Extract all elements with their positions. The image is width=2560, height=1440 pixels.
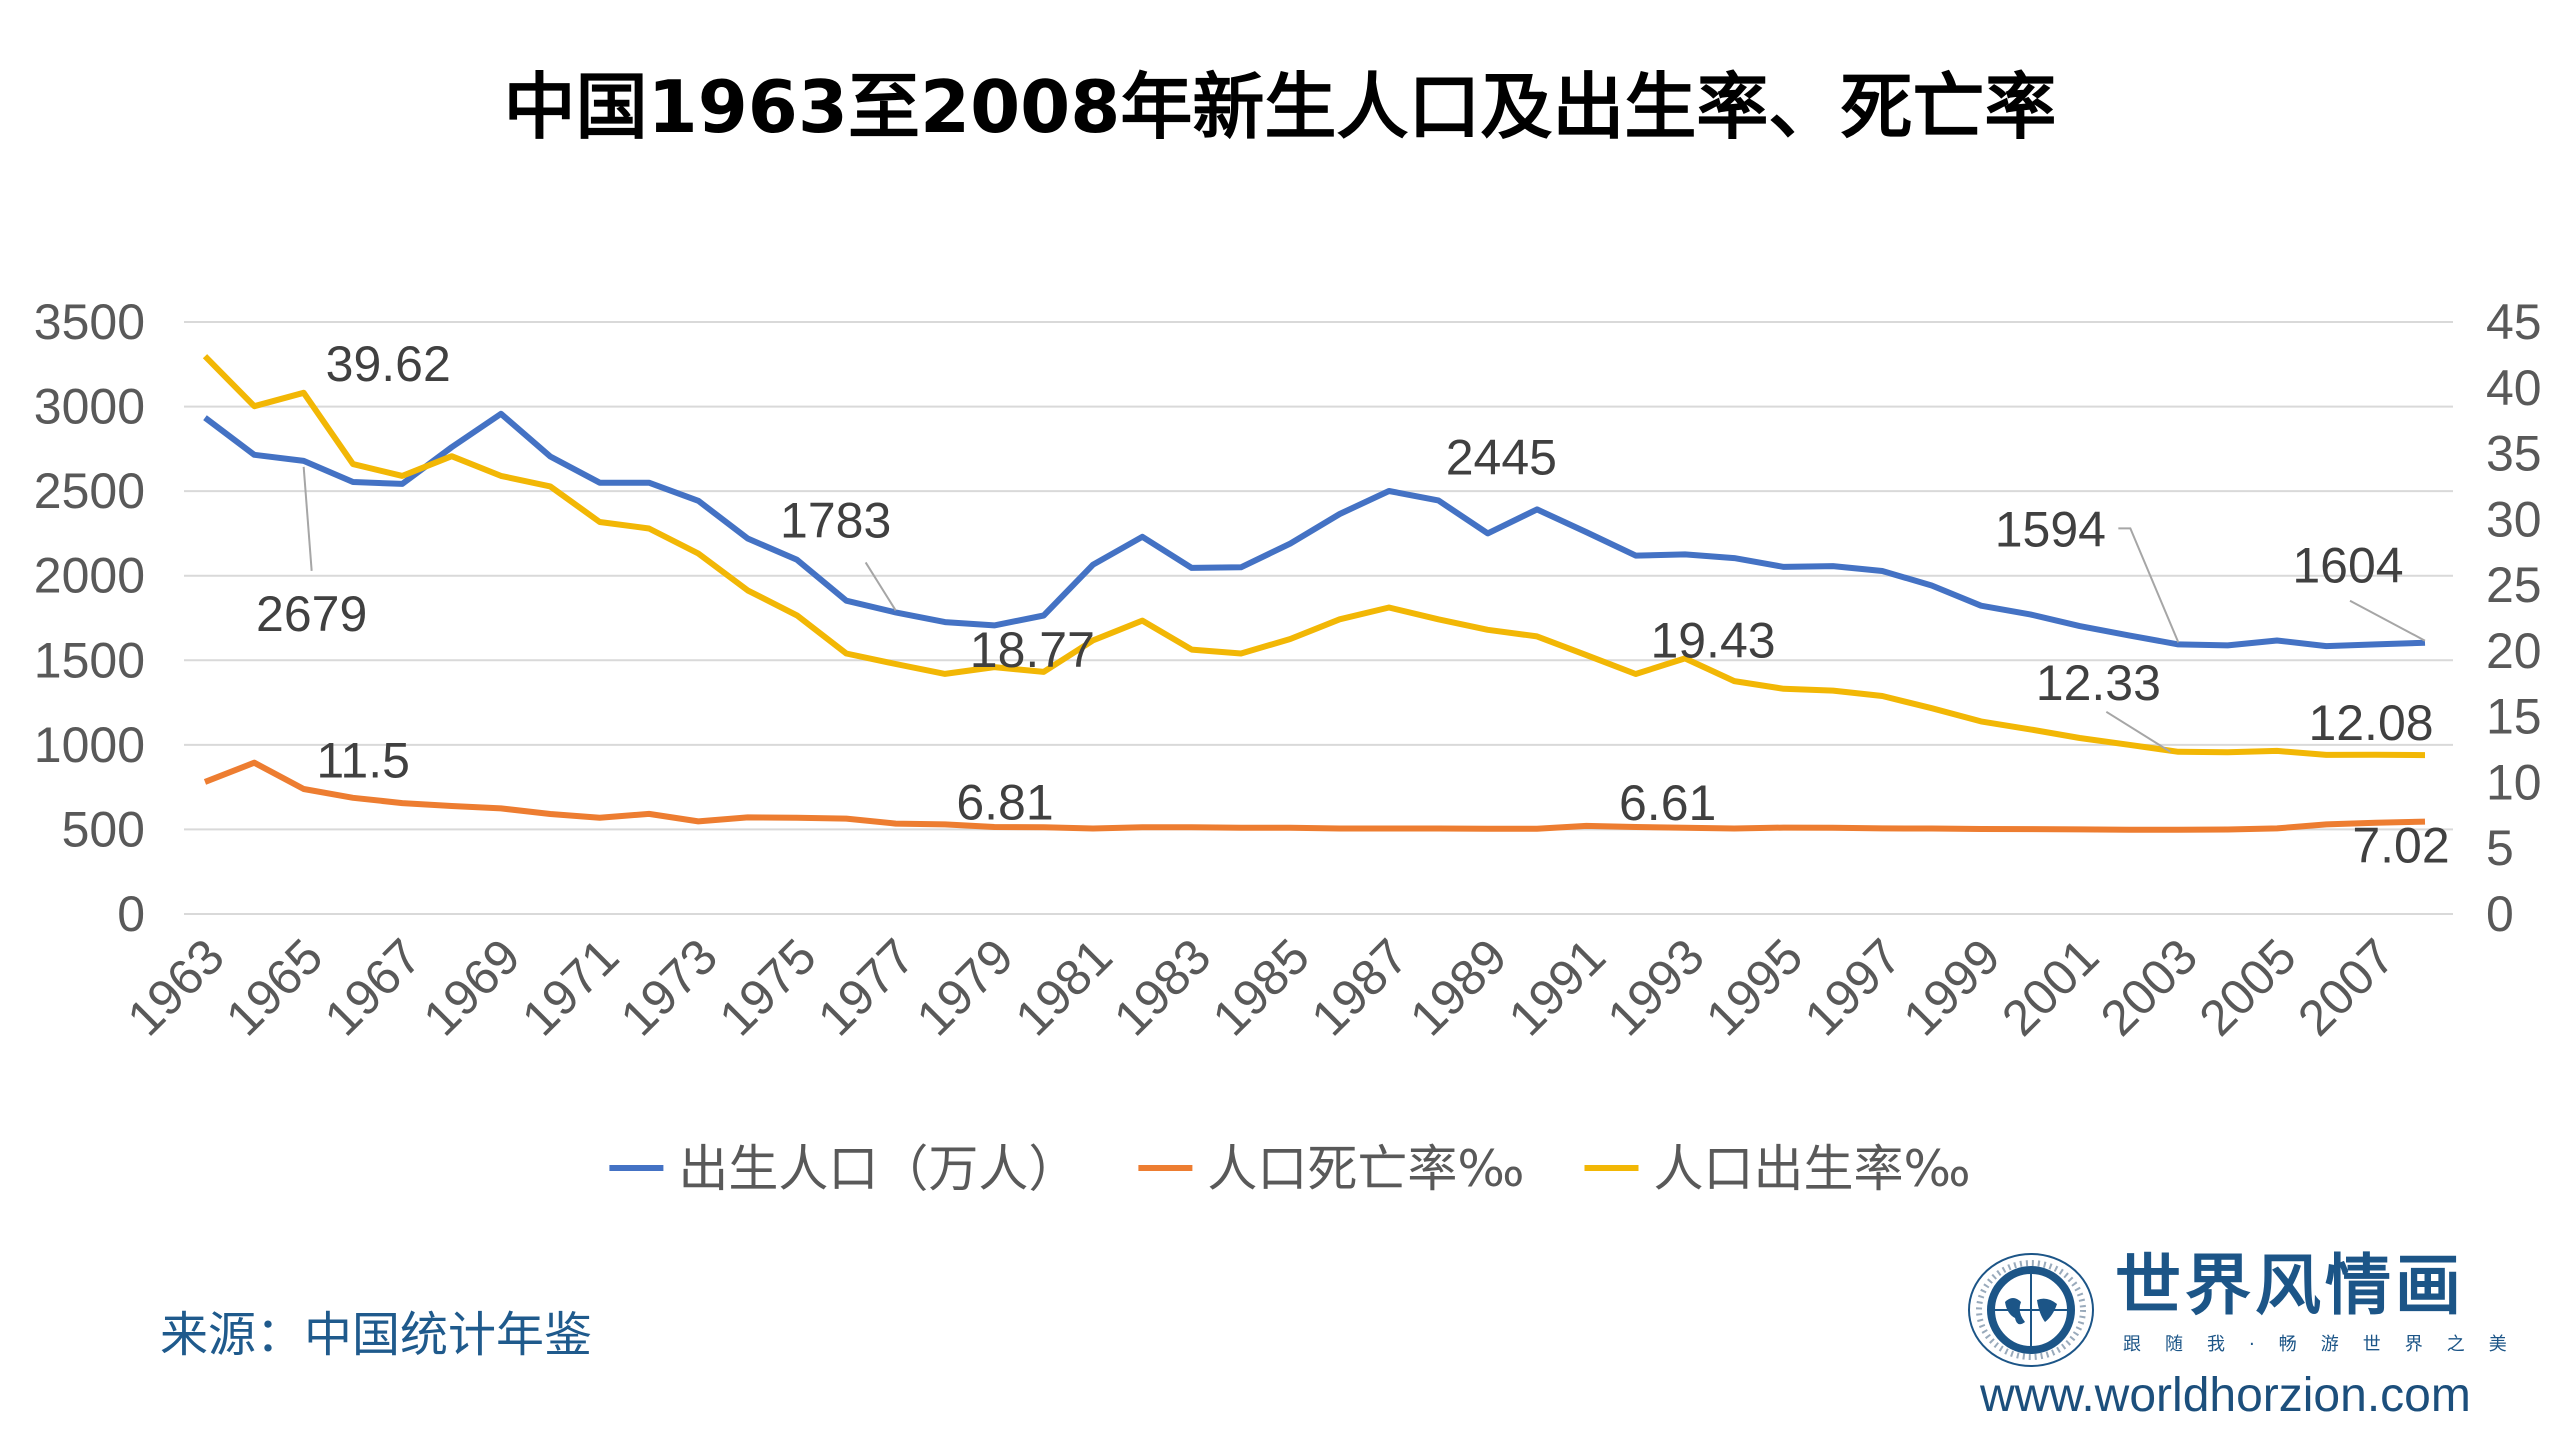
data-label: 11.5 (316, 733, 410, 789)
right-axis-ticks: 0 5 10 15 20 25 30 35 40 45 (2486, 294, 2542, 942)
compass-globe-icon (1968, 1253, 2094, 1367)
leader-line (864, 561, 897, 611)
y-left-tick-label: 1000 (34, 717, 145, 773)
leader-line (2349, 599, 2426, 642)
x-tick-label: 1975 (709, 928, 827, 1046)
x-tick-label: 1997 (1794, 928, 1912, 1046)
y-right-tick-label: 0 (2486, 886, 2514, 942)
left-axis-ticks: 0 500 1000 1500 2000 2500 3000 3500 (34, 294, 145, 942)
y-right-tick-label: 20 (2486, 623, 2542, 679)
x-tick-label: 1987 (1301, 928, 1419, 1046)
logo-name: 世界风情画 (2115, 1247, 2465, 1324)
data-label: 6.61 (1619, 775, 1716, 831)
series-line-1 (203, 759, 2426, 833)
series-line-2 (202, 354, 2426, 759)
y-right-tick-label: 35 (2486, 426, 2542, 482)
y-right-tick-label: 30 (2486, 491, 2542, 547)
x-tick-label: 1979 (906, 928, 1024, 1046)
data-label: 1604 (2292, 538, 2403, 594)
legend-item-2: 人口出生率‰ (1584, 1140, 1971, 1198)
logo-slogan: 跟随我·畅游世界之美 (2123, 1334, 2531, 1355)
x-tick-label: 1969 (413, 928, 531, 1046)
data-label: 6.81 (956, 774, 1053, 830)
x-tick-label: 1965 (215, 928, 333, 1046)
leader-line (302, 466, 313, 571)
x-tick-label: 1993 (1597, 928, 1715, 1046)
x-tick-label: 1991 (1498, 928, 1616, 1046)
data-label: 39.62 (326, 336, 451, 392)
legend-item-0: 出生人口（万人） (609, 1140, 1078, 1198)
series-line-0 (203, 410, 2426, 650)
data-label: 1594 (1995, 501, 2106, 557)
x-tick-label: 1973 (610, 928, 728, 1046)
data-label: 18.77 (970, 622, 1095, 678)
y-left-tick-label: 2500 (34, 463, 145, 519)
x-tick-label: 1981 (1005, 928, 1123, 1046)
y-left-tick-label: 3000 (34, 379, 145, 435)
logo-url: www.worldhorzion.com (1980, 1369, 2471, 1422)
leader-line (2105, 710, 2171, 753)
x-tick-label: 1963 (117, 928, 235, 1046)
data-label: 12.33 (2036, 655, 2161, 711)
y-right-tick-label: 15 (2486, 689, 2542, 745)
data-labels: 2679 1783 2445 1594 1604 11.5 6.81 6.61 7.02 39.6… (256, 336, 2450, 874)
y-right-tick-label: 45 (2486, 294, 2542, 350)
data-label: 19.43 (1650, 612, 1775, 668)
data-label: 2679 (256, 586, 367, 642)
y-right-tick-label: 25 (2486, 557, 2542, 613)
data-label: 1783 (780, 492, 891, 548)
y-left-tick-label: 2000 (34, 548, 145, 604)
y-left-tick-label: 0 (117, 886, 145, 942)
y-right-tick-label: 40 (2486, 360, 2542, 416)
logo: 世界风情画 跟随我·畅游世界之美 www.worldhorzion.com (1965, 1247, 2507, 1428)
x-tick-label: 2005 (2189, 928, 2307, 1046)
x-tick-label: 1995 (1695, 928, 1813, 1046)
x-tick-label: 1985 (1202, 928, 1320, 1046)
x-tick-label: 1999 (1893, 928, 2011, 1046)
x-axis-ticks: 1963196519671969197119731975197719791981… (117, 928, 2406, 1046)
data-label: 12.08 (2308, 695, 2433, 751)
x-tick-label: 1971 (511, 928, 629, 1046)
chart-title: 中国1963至2008年新生人口及出生率、死亡率 (503, 65, 2057, 149)
y-left-tick-label: 1500 (34, 632, 145, 688)
x-tick-label: 1983 (1103, 928, 1221, 1046)
x-tick-label: 1989 (1399, 928, 1517, 1046)
legend: 出生人口（万人） 人口死亡率‰ 人口出生率‰ (609, 1140, 1971, 1198)
source-note: 来源：中国统计年鉴 (160, 1307, 593, 1363)
x-tick-label: 2003 (2090, 928, 2208, 1046)
y-left-tick-label: 3500 (34, 294, 145, 350)
series-lines (202, 354, 2426, 833)
x-tick-label: 2001 (1991, 928, 2109, 1046)
legend-label: 人口死亡率‰ (1207, 1140, 1524, 1198)
x-tick-label: 1967 (314, 928, 432, 1046)
legend-label: 出生人口（万人） (678, 1140, 1078, 1198)
x-tick-label: 2007 (2287, 928, 2405, 1046)
legend-item-1: 人口死亡率‰ (1138, 1140, 1524, 1198)
data-label: 2445 (1446, 429, 1557, 485)
legend-label: 人口出生率‰ (1654, 1140, 1971, 1198)
data-label: 7.02 (2352, 818, 2449, 874)
y-left-tick-label: 500 (62, 801, 145, 857)
y-right-tick-label: 5 (2486, 820, 2514, 876)
x-tick-label: 1977 (807, 928, 925, 1046)
y-right-tick-label: 10 (2486, 754, 2542, 810)
leader-line (2118, 527, 2180, 643)
